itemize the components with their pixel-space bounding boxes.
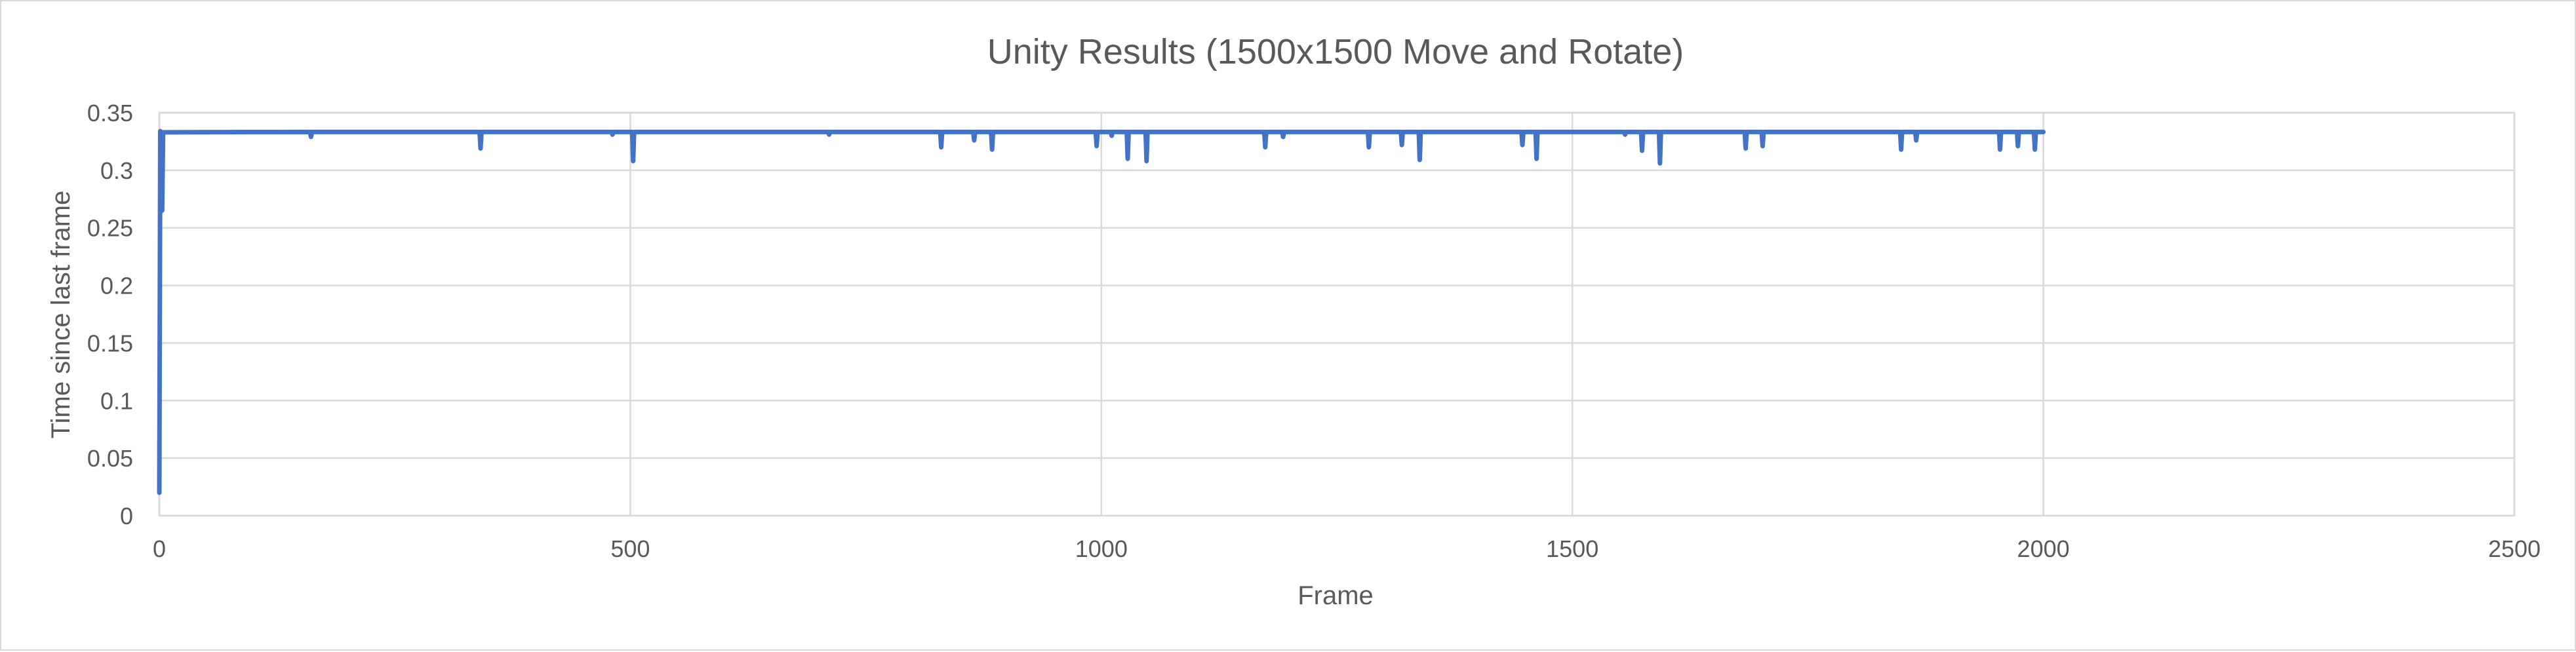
y-axis-ticks: 0 0.05 0.1 0.15 0.2 0.25 0.3 0.35	[87, 100, 133, 529]
x-tick-label: 500	[610, 535, 650, 562]
x-tick-label: 1000	[1075, 535, 1128, 562]
x-axis-title: Frame	[1298, 581, 1374, 610]
y-tick-label: 0.25	[87, 215, 133, 242]
y-tick-label: 0.3	[100, 157, 133, 184]
y-tick-label: 0.2	[100, 273, 133, 299]
y-tick-label: 0.35	[87, 100, 133, 126]
x-axis-ticks: 0 500 1000 1500 2000 2500	[153, 535, 2541, 562]
y-tick-label: 0.1	[100, 387, 133, 414]
x-tick-label: 0	[153, 535, 166, 562]
y-tick-label: 0.15	[87, 330, 133, 356]
y-tick-label: 0	[120, 503, 133, 529]
x-tick-label: 1500	[1546, 535, 1598, 562]
x-tick-label: 2500	[2488, 535, 2541, 562]
plot-area-border	[158, 111, 2516, 517]
x-tick-label: 2000	[2017, 535, 2070, 562]
series-layer	[157, 128, 2046, 495]
y-axis-title: Time since last frame	[47, 191, 75, 439]
chart-title: Unity Results (1500x1500 Move and Rotate…	[987, 32, 1684, 71]
y-tick-label: 0.05	[87, 445, 133, 472]
gridlines	[158, 111, 2516, 517]
series-line	[157, 128, 2046, 495]
